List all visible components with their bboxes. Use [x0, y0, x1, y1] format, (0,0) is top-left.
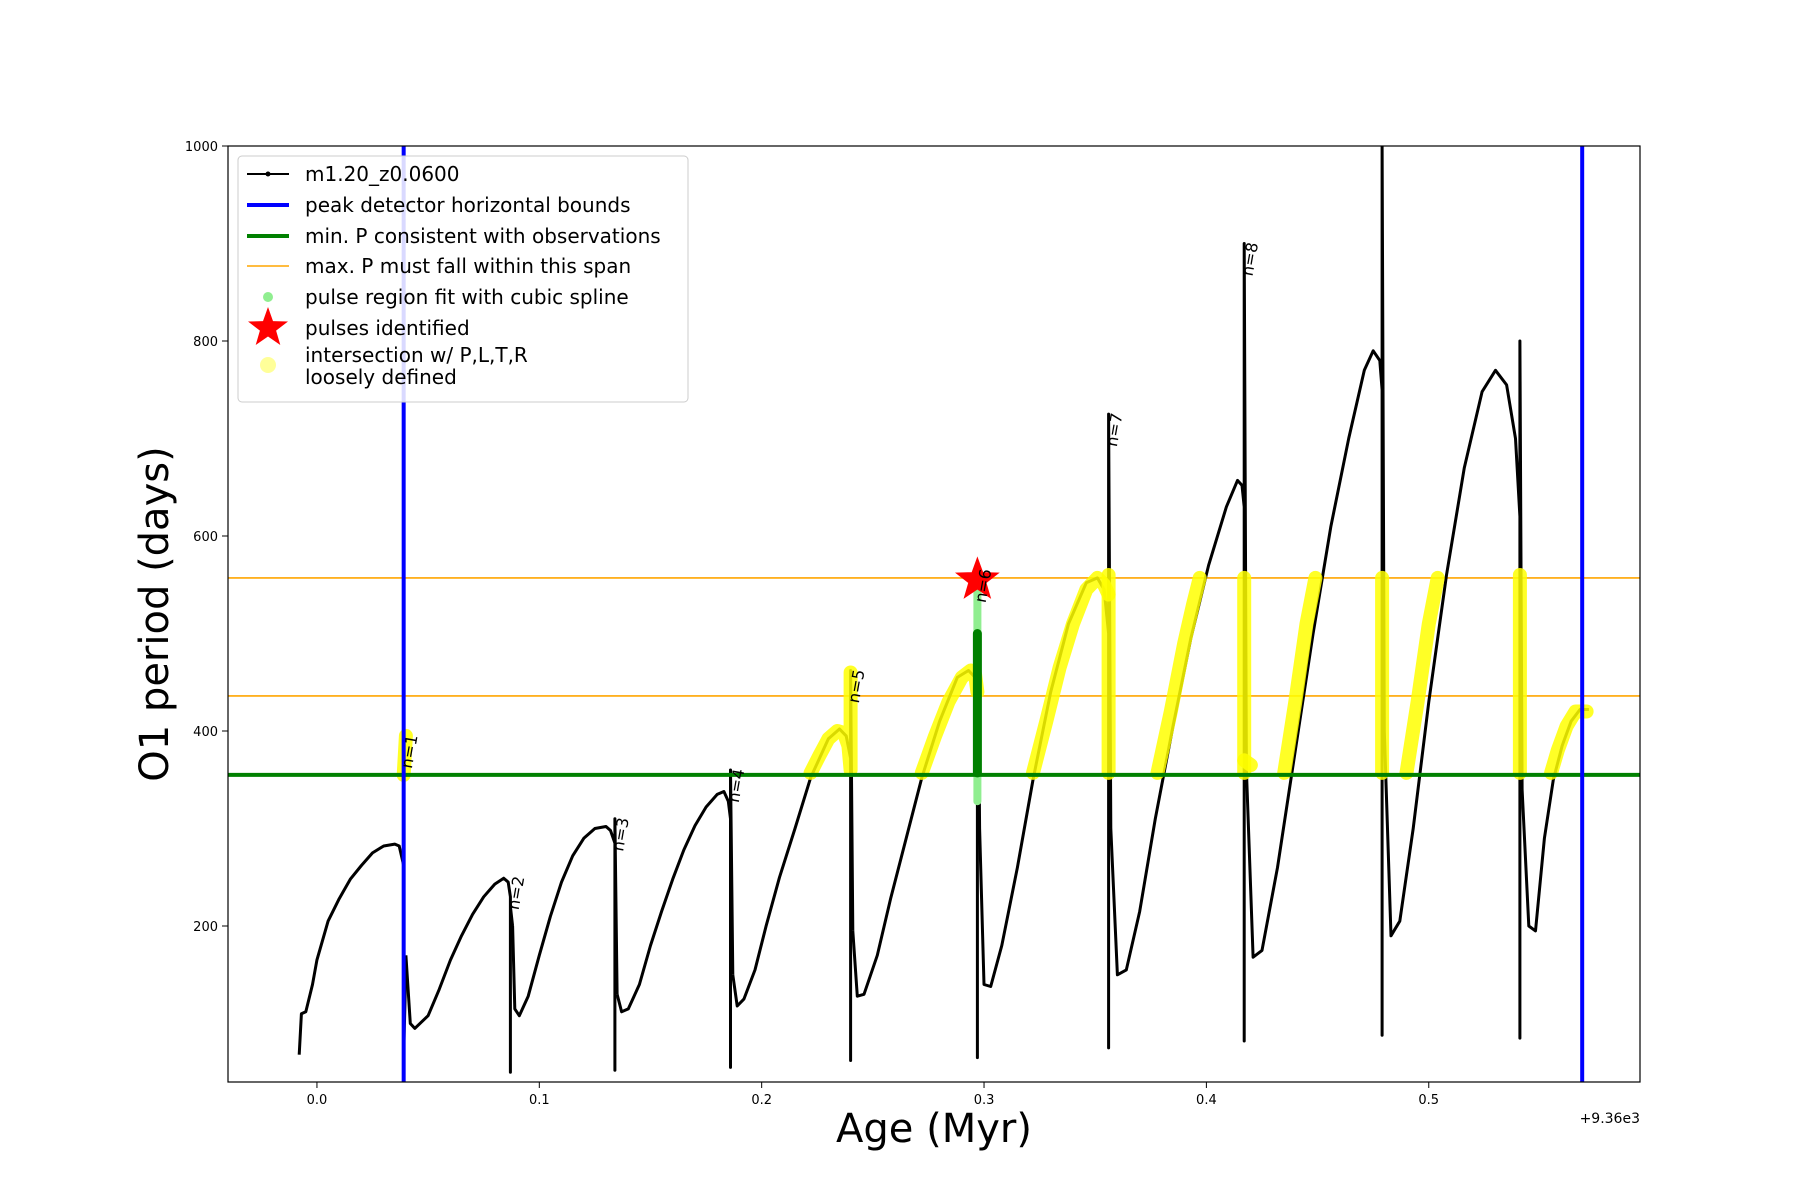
pulse-labels: n=1n=2n=3n=4n=5n=6n=7n=8: [397, 241, 1262, 911]
legend-swatch-big-dot: [260, 357, 276, 373]
axis-ticks: 0.0 0.1 0.2 0.3 0.4 0.5 200 400 600 800 1000: [185, 140, 1439, 1108]
y-tick-label: 600: [193, 530, 218, 545]
x-tick-label: 0.5: [1418, 1093, 1439, 1108]
intersection-region-4: [1026, 570, 1116, 780]
x-offset-label: +9.36e3: [1580, 1111, 1640, 1127]
intersection-region-3: [914, 663, 985, 780]
legend-label: peak detector horizontal bounds: [305, 193, 631, 217]
legend-label: max. P must fall within this span: [305, 254, 631, 278]
y-tick-label: 200: [193, 920, 218, 935]
period-curve-cycle-10: [1382, 339, 1524, 1040]
period-curve-cycle-2: [404, 876, 515, 1074]
intersection-region-8: [1237, 753, 1258, 773]
intersection-region-6: [1150, 570, 1207, 780]
pulse-label: n=7: [1102, 412, 1127, 449]
period-curve-cycle-3: [511, 817, 619, 1072]
pulse-label: n=3: [608, 816, 633, 853]
intersection-region-2: [803, 665, 858, 780]
x-tick-label: 0.1: [529, 1093, 550, 1108]
x-axis-label: Age (Myr): [836, 1106, 1032, 1152]
x-tick-label: 0.0: [307, 1093, 328, 1108]
legend-label: m1.20_z0.0600: [305, 162, 460, 186]
y-tick-label: 800: [193, 335, 218, 350]
intersection-region-11: [1399, 570, 1445, 780]
legend-label: min. P consistent with observations: [305, 224, 661, 248]
axes-frame: [227, 145, 1641, 1083]
legend-label: intersection w/ P,L,T,R: [305, 343, 528, 367]
period-curve-cycle-4: [615, 768, 735, 1069]
period-curve-cycle-1: [297, 729, 408, 1055]
pulse-label: n=4: [724, 767, 749, 804]
legend-label: pulses identified: [305, 316, 470, 340]
legend-box: [237, 155, 689, 403]
period-curve-cycle-8: [1109, 242, 1248, 1043]
legend-swatch-dot: [263, 292, 273, 302]
x-tick-label: 0.3: [974, 1093, 995, 1108]
legend-label: loosely defined: [305, 365, 457, 389]
legend-swatch-star: [248, 307, 288, 345]
legend-swatch-marker: [265, 171, 271, 177]
x-tick-label: 0.4: [1196, 1093, 1217, 1108]
pulse-identified-star: [954, 556, 1000, 599]
legend-label: pulse region fit with cubic spline: [305, 285, 629, 309]
period-curve-cycle-6: [851, 568, 982, 1060]
pulse-label: n=8: [1238, 241, 1263, 278]
period-curve-cycle-9: [1244, 146, 1386, 1037]
y-axis-label: O1 period (days): [132, 446, 178, 781]
y-tick-label: 400: [193, 725, 218, 740]
intersection-region-13: [1544, 704, 1594, 780]
plot-area: [228, 146, 1640, 1082]
y-tick-label: 1000: [185, 140, 218, 155]
intersection-region-9: [1277, 570, 1323, 780]
x-tick-label: 0.2: [751, 1093, 772, 1108]
